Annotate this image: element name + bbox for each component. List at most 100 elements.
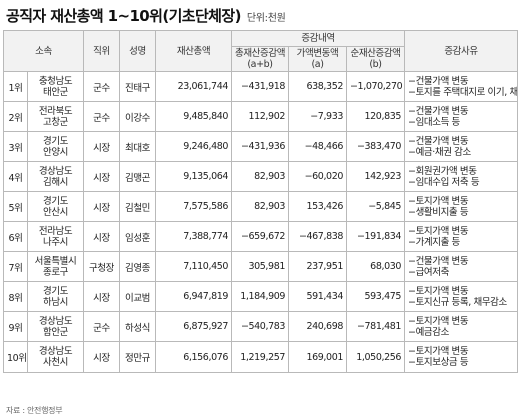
table-body: 1위 충청남도 태안군 군수 진태구 23,061,744 −431,918 638,352−… bbox=[3, 71, 519, 373]
unit-note: 단위:천원 bbox=[246, 13, 286, 24]
total-cell: 7,575,586 bbox=[155, 191, 232, 222]
price-change-cell: −48,466 bbox=[288, 131, 347, 162]
table-row: 1위 충청남도 태안군 군수 진태구 23,061,744 −431,918 638,352−… bbox=[3, 71, 519, 102]
net-change-cell: −383,470 bbox=[345, 131, 406, 162]
province-label: 경기도 bbox=[42, 195, 69, 207]
header-position: 직위 bbox=[83, 30, 120, 72]
header-total-change-label: 총재산증감액 bbox=[235, 48, 286, 59]
title-bar: 공직자 재산총액 1~10위(기초단체장) 단위:천원 bbox=[6, 5, 286, 27]
reason-cell: −토지가액 변동 −가계지출 등 bbox=[404, 221, 519, 252]
table-title: 공직자 재산총액 1~10위(기초단체장) bbox=[6, 7, 241, 25]
province-label: 경기도 bbox=[42, 135, 69, 147]
name-cell: 이강수 bbox=[119, 101, 156, 132]
total-change-cell: −659,672 bbox=[231, 221, 289, 252]
name-cell: 김영종 bbox=[119, 251, 156, 282]
name-cell: 임성훈 bbox=[119, 221, 156, 252]
city-label: 나주시 bbox=[42, 236, 69, 248]
reason-line: −토지보상금 등 bbox=[408, 357, 469, 368]
reason-line: −토지가액 변동 bbox=[408, 346, 469, 357]
province-label: 서울특별시 bbox=[34, 255, 77, 267]
affiliation-cell: 전라북도 고창군 bbox=[27, 101, 84, 132]
total-cell: 9,135,064 bbox=[155, 161, 232, 192]
net-change-cell: 593,475 bbox=[345, 281, 406, 312]
total-cell: 9,246,480 bbox=[155, 131, 232, 162]
reason-cell: −건물가액 변동 −임대소득 등 bbox=[404, 101, 519, 132]
total-change-cell: 1,219,257 bbox=[231, 341, 289, 373]
rank-cell: 6위 bbox=[3, 221, 28, 252]
net-change-cell: −1,070,270 bbox=[345, 71, 406, 102]
total-cell: 6,875,927 bbox=[155, 311, 232, 342]
city-label: 태안군 bbox=[42, 86, 69, 98]
name-cell: 하성식 bbox=[119, 311, 156, 342]
header-total-change-formula: (a+b) bbox=[247, 59, 273, 70]
reason-cell: −토지가액 변동 −생활비지출 등 bbox=[404, 191, 519, 222]
reason-line: −예금감소 bbox=[408, 326, 449, 338]
total-cell: 9,485,840 bbox=[155, 101, 232, 132]
total-change-cell: 82,903 bbox=[231, 161, 289, 192]
table-row: 8위 경기도 하남시 시장 이교범 6,947,819 1,184,909 591,434 59… bbox=[3, 281, 519, 312]
province-label: 경상남도 bbox=[38, 165, 73, 177]
reason-line: −토지가액 변동 bbox=[408, 285, 469, 297]
total-cell: 7,110,450 bbox=[155, 251, 232, 282]
reason-cell: −건물가액 변동 −급여저축 bbox=[404, 251, 519, 282]
reason-line: −임대수입 저축 등 bbox=[408, 176, 480, 188]
position-cell: 시장 bbox=[83, 281, 120, 312]
reason-line: −토지를 주택대지로 이기, 채무증가 bbox=[408, 86, 518, 98]
position-cell: 군수 bbox=[83, 311, 120, 342]
city-label: 안산시 bbox=[42, 206, 69, 218]
position-cell: 구청장 bbox=[83, 251, 120, 282]
province-label: 경상남도 bbox=[38, 315, 73, 327]
price-change-cell: 591,434 bbox=[288, 281, 347, 312]
affiliation-cell: 경기도 하남시 bbox=[27, 281, 84, 312]
rank-cell: 7위 bbox=[3, 251, 28, 282]
header-row-bottom: 총재산증감액 (a+b) 가액변동액 (a) 순재산증감액 (b) bbox=[4, 46, 518, 72]
source-note: 자료 : 안전행정부 bbox=[6, 406, 63, 415]
name-cell: 정만규 bbox=[119, 341, 156, 373]
net-change-cell: −191,834 bbox=[345, 221, 406, 252]
city-label: 종로구 bbox=[42, 266, 69, 278]
net-change-cell: 120,835 bbox=[345, 101, 406, 132]
position-cell: 시장 bbox=[83, 161, 120, 192]
reason-line: −예금·채권 감소 bbox=[408, 146, 471, 158]
reason-line: −토지신규 등록, 채무감소 bbox=[408, 296, 507, 308]
total-cell: 6,156,076 bbox=[155, 341, 232, 373]
total-change-cell: 1,184,909 bbox=[231, 281, 289, 312]
price-change-cell: 240,698 bbox=[288, 311, 347, 342]
table-row: 10위 경상남도 사천시 시장 정만규 6,156,076 1,219,257 169,001… bbox=[3, 341, 519, 373]
header-total: 재산총액 bbox=[155, 30, 232, 72]
table-row: 2위 전라북도 고창군 군수 이강수 9,485,840 112,902 −7,933 120,… bbox=[3, 101, 519, 132]
rank-cell: 9위 bbox=[3, 311, 28, 342]
reason-line: −토지가액 변동 bbox=[408, 315, 469, 327]
reason-line: −토지가액 변동 bbox=[408, 195, 469, 207]
city-label: 하남시 bbox=[42, 296, 69, 308]
price-change-cell: 153,426 bbox=[288, 191, 347, 222]
header-change-group: 증감내역 bbox=[230, 30, 406, 47]
total-cell: 6,947,819 bbox=[155, 281, 232, 312]
reason-line: −토지가액 변동 bbox=[408, 225, 469, 237]
price-change-cell: −467,838 bbox=[288, 221, 347, 252]
city-label: 고창군 bbox=[42, 116, 69, 128]
header-net-change-code: (b) bbox=[369, 59, 382, 70]
reason-line: −생활비지출 등 bbox=[408, 206, 469, 218]
reason-cell: −건물가액 변동−토지를 주택대지로 이기, 채무증가 bbox=[404, 71, 519, 102]
total-cell: 23,061,744 bbox=[155, 71, 232, 102]
table-row: 7위 서울특별시 종로구 구청장 김영종 7,110,450 305,981 237,951 6… bbox=[3, 251, 519, 282]
name-cell: 김맹곤 bbox=[119, 161, 156, 192]
table-row: 6위 전라남도 나주시 시장 임성훈 7,388,774 −659,672 −467,838−… bbox=[3, 221, 519, 252]
reason-cell: −회원권가액 변동 −임대수입 저축 등 bbox=[404, 161, 519, 192]
total-change-cell: 82,903 bbox=[231, 191, 289, 222]
table-row: 5위 경기도 안산시 시장 김철민 7,575,586 82,903 153,426 −5,84… bbox=[3, 191, 519, 222]
city-label: 사천시 bbox=[42, 357, 69, 368]
affiliation-cell: 경상남도 사천시 bbox=[27, 341, 84, 373]
name-cell: 이교범 bbox=[119, 281, 156, 312]
province-label: 전라남도 bbox=[38, 225, 73, 237]
rank-cell: 2위 bbox=[3, 101, 28, 132]
reason-line: −건물가액 변동 bbox=[408, 135, 469, 147]
total-change-cell: −431,918 bbox=[231, 71, 289, 102]
net-change-cell: 142,923 bbox=[345, 161, 406, 192]
net-change-cell: 1,050,256 bbox=[345, 341, 406, 373]
position-cell: 시장 bbox=[83, 341, 120, 373]
reason-line: −회원권가액 변동 bbox=[408, 165, 477, 177]
affiliation-cell: 서울특별시 종로구 bbox=[27, 251, 84, 282]
name-cell: 김철민 bbox=[119, 191, 156, 222]
